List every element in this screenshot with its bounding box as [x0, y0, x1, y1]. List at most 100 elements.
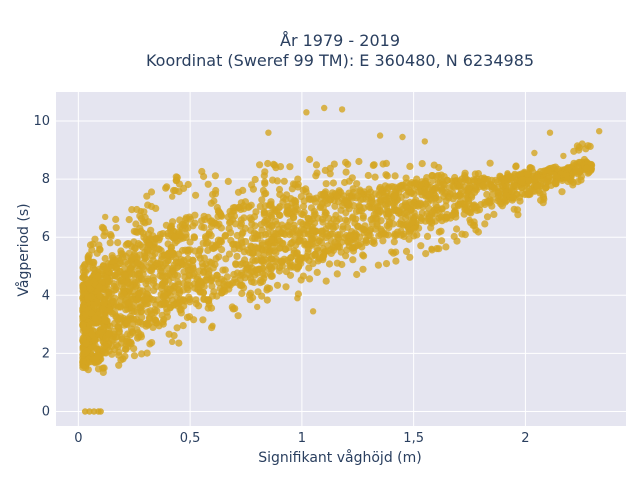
data-point	[142, 236, 150, 244]
chart-title-line2: Koordinat (Sweref 99 TM): E 360480, N 62…	[146, 51, 534, 70]
data-point	[309, 226, 317, 234]
data-point	[106, 306, 114, 314]
data-point	[129, 315, 137, 323]
data-point	[334, 231, 342, 239]
data-point	[344, 160, 352, 168]
data-point	[190, 233, 198, 241]
data-point	[262, 256, 270, 264]
data-point	[207, 259, 216, 267]
data-point	[504, 170, 511, 177]
data-point	[223, 281, 232, 289]
data-point	[114, 343, 122, 351]
data-point	[211, 172, 219, 180]
data-point	[341, 178, 349, 187]
data-point	[321, 248, 329, 256]
data-point	[518, 176, 526, 184]
data-point	[294, 231, 302, 239]
data-point	[202, 233, 210, 241]
data-point	[278, 257, 286, 265]
data-point	[552, 180, 560, 188]
data-point	[79, 363, 87, 372]
data-point	[99, 224, 108, 232]
data-point	[178, 246, 187, 255]
data-point	[158, 281, 166, 289]
data-point	[129, 329, 137, 337]
data-point	[192, 191, 200, 199]
data-point	[448, 211, 456, 219]
data-point	[317, 239, 326, 247]
data-point	[88, 320, 97, 328]
data-point	[374, 203, 382, 211]
data-point	[438, 237, 446, 245]
data-point	[321, 197, 329, 205]
data-point	[166, 303, 174, 311]
data-point	[79, 335, 87, 343]
data-point	[404, 186, 413, 194]
data-point	[370, 239, 378, 247]
data-point	[234, 312, 242, 320]
data-point	[327, 220, 335, 228]
data-point	[362, 195, 370, 203]
data-point	[158, 253, 166, 261]
data-point	[224, 177, 232, 185]
data-point	[225, 225, 233, 233]
data-point	[233, 252, 241, 260]
data-point	[273, 281, 282, 289]
data-point	[137, 207, 145, 215]
data-point	[483, 213, 492, 221]
data-point	[374, 261, 382, 269]
data-point	[349, 244, 357, 252]
data-point	[377, 195, 385, 203]
data-point	[251, 234, 259, 242]
data-point	[382, 260, 391, 268]
data-point	[575, 143, 583, 151]
data-point	[533, 174, 541, 182]
data-point	[217, 210, 225, 218]
data-point	[385, 218, 393, 226]
data-point	[481, 220, 489, 228]
data-point	[298, 210, 306, 218]
data-point	[349, 213, 357, 221]
data-point	[138, 275, 146, 283]
data-point	[560, 152, 567, 160]
data-point	[359, 265, 367, 273]
data-point	[252, 208, 260, 216]
data-point	[350, 202, 358, 210]
data-point	[360, 225, 368, 234]
data-point	[156, 301, 164, 309]
data-point	[249, 185, 257, 193]
data-point	[241, 256, 249, 264]
data-point	[422, 250, 430, 258]
data-point	[293, 250, 301, 258]
data-point	[273, 177, 281, 185]
data-point	[333, 270, 341, 278]
data-point	[300, 230, 308, 238]
x-tick-label: 2	[521, 431, 529, 446]
data-point	[462, 194, 470, 203]
data-point	[339, 225, 347, 233]
data-point	[558, 188, 566, 196]
data-point	[564, 164, 572, 172]
data-point	[258, 239, 266, 247]
data-point	[482, 175, 490, 183]
data-point	[148, 267, 156, 275]
data-point	[144, 247, 152, 255]
data-point	[483, 190, 491, 198]
data-point	[283, 191, 291, 199]
data-point	[288, 199, 296, 207]
y-tick-label: 8	[42, 172, 50, 187]
data-point	[282, 268, 290, 276]
data-point	[453, 225, 461, 233]
data-point	[484, 182, 492, 190]
data-point	[394, 207, 403, 215]
data-point	[198, 167, 206, 176]
data-point	[204, 180, 212, 188]
y-tick-label: 6	[42, 230, 50, 245]
data-point	[196, 277, 204, 285]
data-point	[237, 281, 245, 289]
data-point	[81, 268, 89, 276]
data-point	[471, 188, 479, 196]
data-point	[176, 230, 184, 238]
data-point	[265, 266, 272, 273]
data-point	[368, 196, 376, 204]
